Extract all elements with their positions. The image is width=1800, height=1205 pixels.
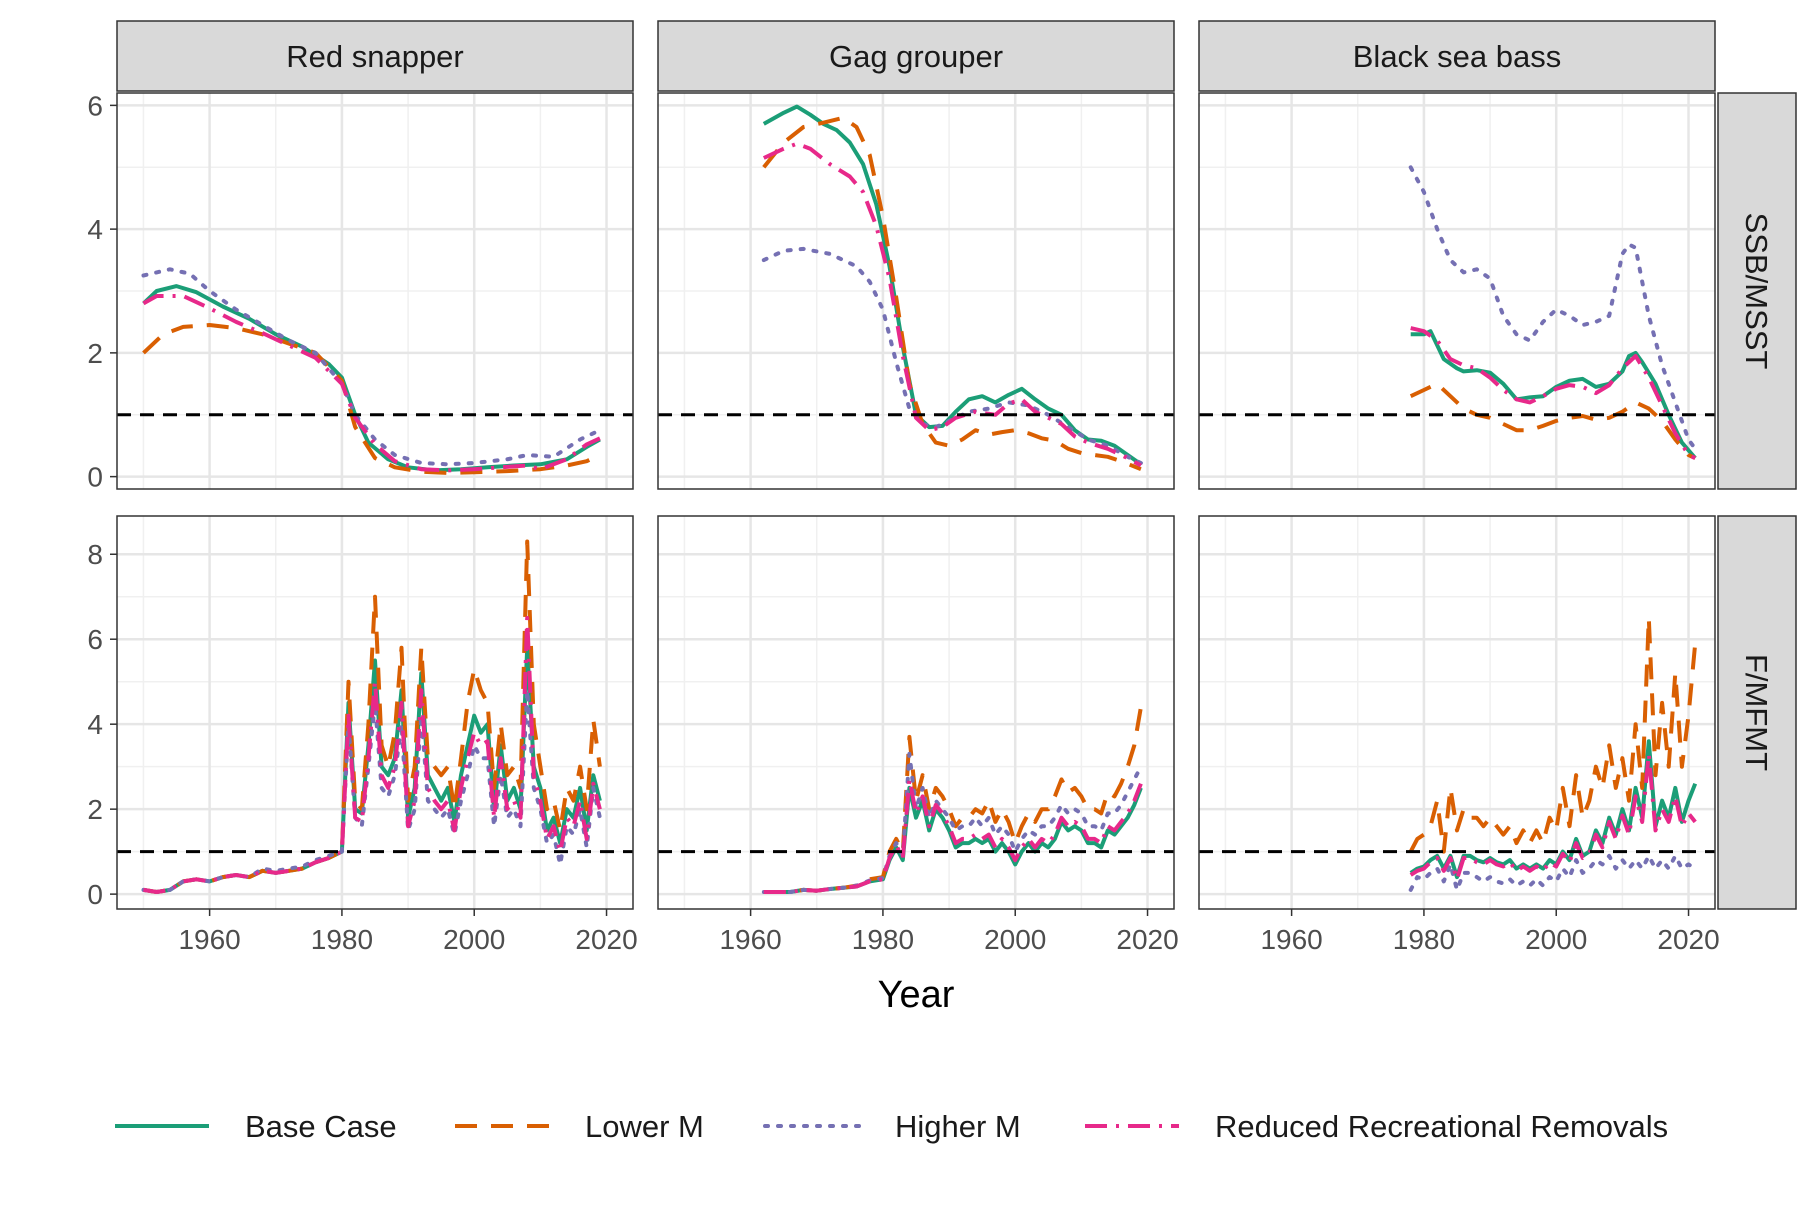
y-tick-label: 6 (87, 90, 103, 121)
row-strip-f-mfmt (1717, 515, 1797, 910)
y-tick-label: 4 (87, 214, 103, 245)
series-line-reduced-recreational-removals-black-sea-bass-ssb-msst (1410, 326, 1697, 460)
y-tick-label: 2 (87, 794, 103, 825)
x-tick-label: 1960 (719, 924, 781, 955)
x-tick-label: 1960 (178, 924, 240, 955)
x-tick-label: 1980 (852, 924, 914, 955)
x-tick-label: 2000 (1525, 924, 1587, 955)
y-tick-label: 0 (87, 462, 103, 493)
series-line-lower-m-red-snapper-f-mfmt (143, 539, 602, 894)
series-line-reduced-recreational-removals-gag-grouper-ssb-msst (762, 141, 1142, 468)
series-line-reduced-recreational-removals-gag-grouper-f-mfmt (763, 777, 1143, 894)
row-strip-ssb-msst (1717, 92, 1797, 490)
panel-background-black-sea-bass-f-mfmt (1199, 516, 1715, 909)
facet-label-gag-grouper: Gag grouper (829, 39, 1003, 74)
y-tick-label: 2 (87, 338, 103, 369)
legend-label-lower-m: Lower M (585, 1109, 704, 1144)
facet-label-black-sea-bass: Black sea bass (1353, 39, 1562, 74)
series-line-reduced-recreational-removals-red-snapper-f-mfmt (143, 616, 602, 894)
y-tick-label: 8 (87, 539, 103, 570)
legend-label-higher-m: Higher M (895, 1109, 1021, 1144)
x-tick-label: 2000 (984, 924, 1046, 955)
x-tick-label: 2020 (1657, 924, 1719, 955)
legend-label-base-case: Base Case (245, 1109, 397, 1144)
series-line-lower-m-black-sea-bass-ssb-msst (1409, 381, 1697, 460)
series-line-lower-m-gag-grouper-f-mfmt (763, 706, 1143, 894)
y-tick-label: 4 (87, 709, 103, 740)
series-line-lower-m-black-sea-bass-f-mfmt (1408, 616, 1698, 854)
facet-label-red-snapper: Red snapper (286, 39, 464, 74)
panel-border-black-sea-bass-f-mfmt (1198, 515, 1716, 910)
x-tick-label: 2000 (443, 924, 505, 955)
series-line-higher-m-gag-grouper-ssb-msst (761, 246, 1143, 465)
panel-border-red-snapper-ssb-msst (116, 92, 634, 490)
facet-strip-gag-grouper (657, 20, 1175, 92)
y-tick-label: 0 (87, 879, 103, 910)
x-tick-label: 1980 (1393, 924, 1455, 955)
panel-border-black-sea-bass-ssb-msst (1198, 92, 1716, 490)
series-line-higher-m-black-sea-bass-ssb-msst (1408, 165, 1698, 451)
series-line-reduced-recreational-removals-black-sea-bass-f-mfmt (1409, 751, 1697, 882)
x-tick-label: 1980 (311, 924, 373, 955)
panel-border-gag-grouper-f-mfmt (657, 515, 1175, 910)
row-label-ssb-msst: SSB/MSST (1739, 213, 1774, 370)
panel-background-gag-grouper-f-mfmt (658, 516, 1174, 909)
y-tick-label: 6 (87, 624, 103, 655)
row-label-f-mfmt: F/MFMT (1739, 654, 1774, 771)
series-line-lower-m-gag-grouper-ssb-msst (762, 115, 1142, 472)
panel-border-gag-grouper-ssb-msst (657, 92, 1175, 490)
series-line-higher-m-black-sea-bass-f-mfmt (1408, 853, 1698, 892)
legend-label-reduced-recreational-removals: Reduced Recreational Removals (1215, 1109, 1668, 1144)
x-axis-title: Year (878, 974, 955, 1016)
panel-border-red-snapper-f-mfmt (116, 515, 634, 910)
x-tick-label: 1960 (1260, 924, 1322, 955)
x-tick-label: 2020 (1116, 924, 1178, 955)
facet-strip-black-sea-bass (1198, 20, 1716, 92)
x-tick-label: 2020 (575, 924, 637, 955)
series-line-reduced-recreational-removals-red-snapper-ssb-msst (142, 294, 601, 473)
facet-strip-red-snapper (116, 20, 634, 92)
